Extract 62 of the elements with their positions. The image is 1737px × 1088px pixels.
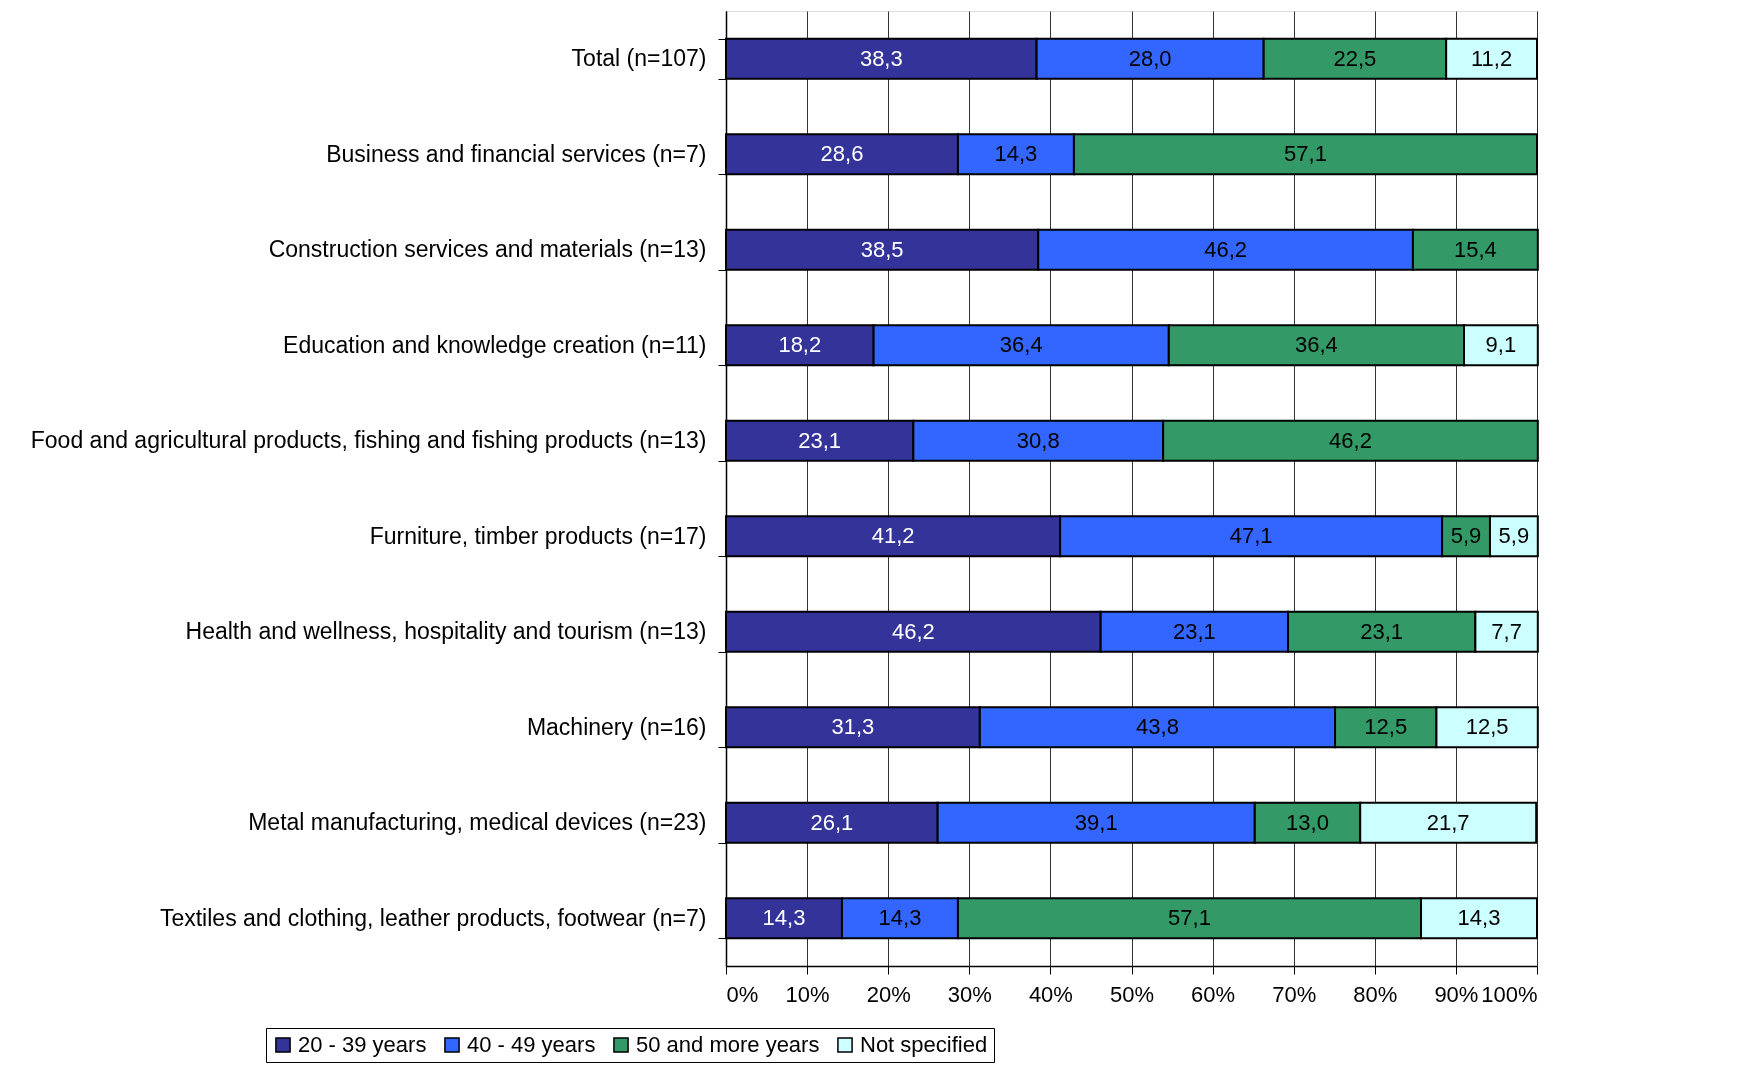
data-label: 41,2 <box>871 523 915 549</box>
data-label: 36,4 <box>999 332 1043 358</box>
x-tick-label: 80% <box>1353 981 1398 1007</box>
y-tick-label: Furniture, timber products (n=17) <box>369 522 707 549</box>
data-label: 30,8 <box>1016 427 1060 453</box>
data-label: 23,1 <box>1172 618 1216 644</box>
data-label: 47,1 <box>1229 523 1273 549</box>
legend-label: 50 and more years <box>636 1032 820 1057</box>
data-label: 11,2 <box>1470 45 1513 71</box>
y-tick-label: Education and knowledge creation (n=11) <box>283 331 707 358</box>
data-label: 5,9 <box>1450 523 1482 549</box>
x-tick-label: 50% <box>1109 981 1155 1007</box>
y-tick-label: Food and agricultural products, fishing and fishing products (n=13) <box>30 427 707 454</box>
x-tick-label: 10% <box>785 981 830 1007</box>
x-tick-label: 0% <box>726 981 759 1007</box>
x-tick-label: 30% <box>947 981 992 1007</box>
y-tick-label: Textiles and clothing, leather products, footwear (n=7) <box>159 904 707 931</box>
y-tick-label: Business and financial services (n=7) <box>326 140 707 167</box>
data-label: 43,8 <box>1136 714 1179 740</box>
data-label: 31,3 <box>831 714 875 740</box>
data-label: 26,1 <box>810 809 854 835</box>
data-label: 39,1 <box>1074 809 1118 835</box>
data-label: 23,1 <box>1360 618 1404 644</box>
y-tick-label: Health and wellness, hospitality and tourism (n=13) <box>185 618 707 645</box>
data-label: 14,3 <box>878 905 922 931</box>
data-label: 14,3 <box>994 141 1038 167</box>
data-label: 46,2 <box>1204 236 1247 262</box>
data-label: 57,1 <box>1168 905 1211 931</box>
data-label: 22,5 <box>1333 45 1377 71</box>
data-label: 13,0 <box>1286 809 1329 835</box>
x-tick-label: 60% <box>1191 981 1236 1007</box>
y-tick-label: Machinery (n=16) <box>526 713 707 740</box>
data-label: 14,3 <box>762 905 806 931</box>
data-label: 14,3 <box>1457 905 1501 931</box>
data-label: 28,6 <box>820 141 864 167</box>
data-label: 18,2 <box>778 332 822 358</box>
y-tick-label: Total (n=107) <box>571 45 707 72</box>
data-label: 28,0 <box>1128 45 1172 71</box>
data-label: 21,7 <box>1426 809 1470 835</box>
y-tick-label: Metal manufacturing, medical devices (n=23) <box>248 809 707 836</box>
data-label: 23,1 <box>798 427 842 453</box>
data-label: 15,4 <box>1453 236 1497 262</box>
data-label: 5,9 <box>1498 523 1530 549</box>
legend-label: 20 - 39 years <box>298 1032 427 1057</box>
data-label: 12,5 <box>1465 714 1509 740</box>
x-tick-label: 20% <box>866 981 911 1007</box>
x-tick-label: 90% <box>1434 981 1479 1007</box>
data-label: 36,4 <box>1294 332 1338 358</box>
legend-label: Not specified <box>860 1032 988 1057</box>
data-label: 46,2 <box>891 618 935 644</box>
data-label: 38,5 <box>860 236 904 262</box>
x-tick-label: 100% <box>1481 981 1538 1007</box>
data-label: 38,3 <box>859 45 903 71</box>
data-label: 12,5 <box>1364 714 1408 740</box>
data-label: 57,1 <box>1284 141 1327 167</box>
data-label: 7,7 <box>1491 618 1522 644</box>
data-label: 9,1 <box>1485 332 1517 358</box>
x-tick-label: 70% <box>1272 981 1317 1007</box>
y-tick-label: Construction services and materials (n=13) <box>268 236 707 263</box>
x-tick-label: 40% <box>1028 981 1073 1007</box>
legend-label: 40 - 49 years <box>467 1032 596 1057</box>
data-label: 46,2 <box>1329 427 1372 453</box>
